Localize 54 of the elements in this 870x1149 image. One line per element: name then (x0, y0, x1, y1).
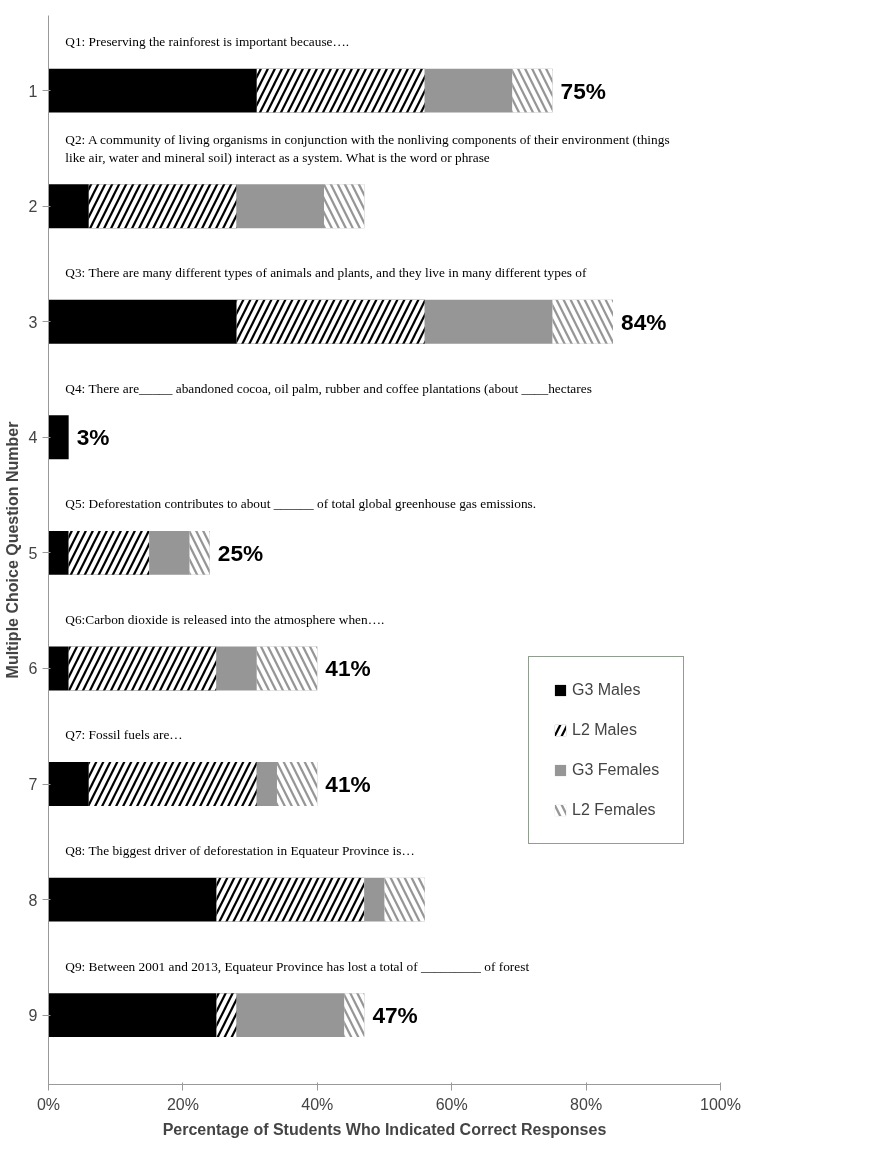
total-label: 25% (217, 539, 264, 566)
annotation: Q9: Between 2001 and 2013, Equateur Province has lost a total of _________ of forest (65, 958, 530, 974)
y-tick-label: 5 (28, 544, 38, 562)
bar (48, 184, 89, 229)
bar (236, 184, 325, 229)
bar (236, 993, 345, 1038)
legend-label: L2 Females (572, 801, 656, 819)
x-axis-title: Percentage of Students Who Indicated Correct Responses (162, 1120, 607, 1138)
bar (48, 68, 257, 113)
total-label: 3% (76, 424, 110, 451)
total-label: 47% (372, 1002, 418, 1029)
y-tick-label: 7 (28, 776, 38, 794)
y-tick-label: 3 (28, 313, 38, 331)
x-tick-label: 80% (570, 1095, 603, 1113)
annotation: Q4: There are_____ abandoned cocoa, oil palm, rubber and coffee plantations (about ____hectares (65, 380, 592, 396)
legend-label: G3 Males (572, 681, 641, 699)
x-tick-label: 100% (700, 1095, 741, 1113)
total-label: 75% (560, 77, 606, 104)
y-tick-label: 9 (28, 1007, 38, 1025)
legend-label: G3 Females (572, 761, 660, 779)
x-tick-label: 0% (36, 1095, 61, 1113)
bar (149, 530, 190, 575)
bar (256, 762, 277, 806)
annotation: Q2: A community of living organisms in conjunction with the nonliving components of their environment (things like air, water and mineral soil) interact as a system. What is the word or phrase (65, 132, 670, 165)
y-tick-label: 6 (28, 660, 38, 678)
annotation: Q1: Preserving the rainforest is important because…. (65, 34, 350, 50)
x-tick-label: 40% (301, 1095, 334, 1113)
legend-label: L2 Males (572, 721, 637, 739)
annotation: Q3: There are many different types of animals and plants, and they live in many different types of (65, 265, 587, 281)
y-tick-label: 1 (28, 82, 38, 100)
y-axis-title: Multiple Choice Question Number (3, 421, 21, 679)
x-tick-label: 20% (166, 1095, 199, 1113)
bar (48, 646, 69, 691)
x-tick-label: 60% (435, 1095, 468, 1113)
bar (364, 877, 385, 922)
bar (48, 299, 237, 344)
total-label: 41% (325, 771, 371, 798)
annotation: Q8: The biggest driver of deforestation in Equateur Province is… (65, 842, 415, 858)
y-tick-label: 8 (28, 891, 38, 909)
bar (48, 415, 69, 460)
bar (216, 646, 257, 691)
total-label: 84% (621, 308, 667, 335)
annotation: Q7: Fossil fuels are… (65, 727, 183, 743)
bar (424, 299, 553, 344)
annotation: Q5: Deforestation contributes to about ______ of total global greenhouse gas emissions. (65, 496, 537, 512)
bar (48, 993, 217, 1038)
y-tick-label: 4 (28, 429, 38, 447)
annotation: Q6:Carbon dioxide is released into the atmosphere when…. (65, 611, 385, 627)
bar (48, 877, 217, 922)
total-label: 41% (325, 655, 371, 682)
y-tick-label: 2 (28, 198, 38, 216)
bar (48, 530, 69, 575)
bar (424, 68, 513, 113)
bar (48, 762, 89, 806)
